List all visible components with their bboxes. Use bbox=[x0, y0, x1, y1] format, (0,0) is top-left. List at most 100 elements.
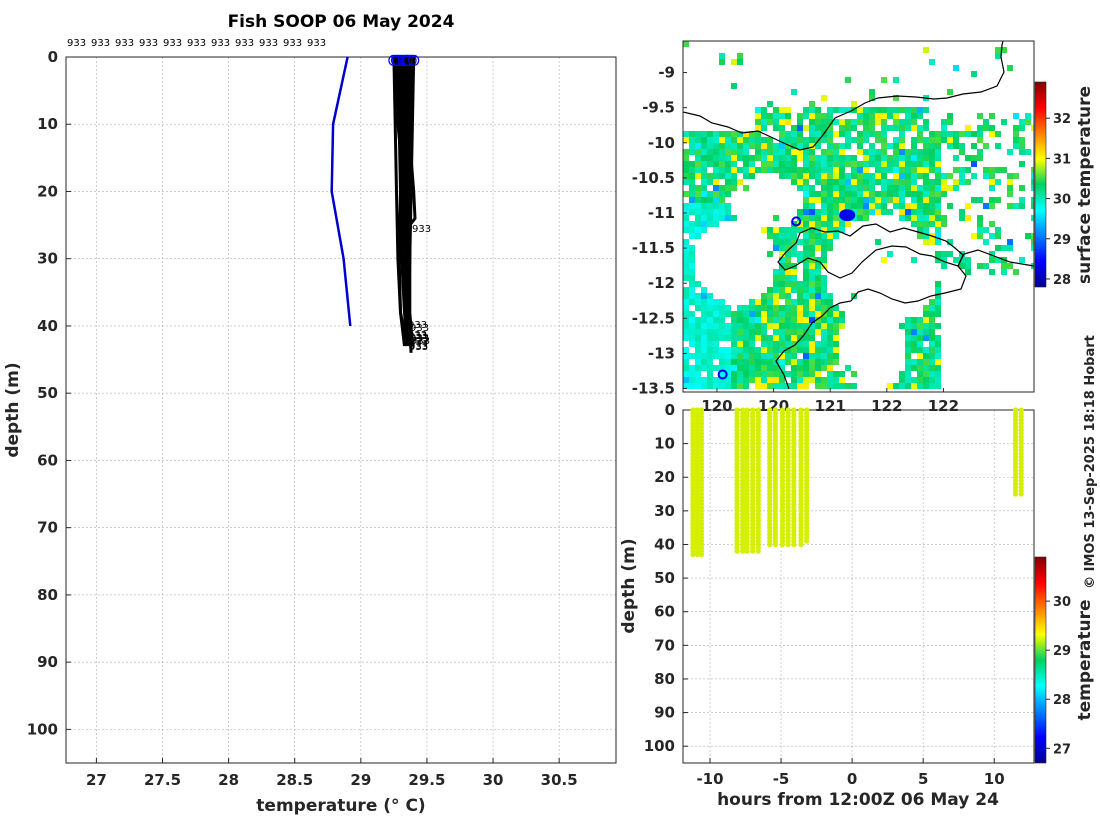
sst-cell bbox=[779, 161, 785, 167]
sst-cell bbox=[923, 173, 929, 179]
sst-cell bbox=[809, 125, 815, 131]
sst-cell bbox=[701, 197, 707, 203]
sst-cell bbox=[947, 131, 953, 137]
sst-cell bbox=[911, 257, 917, 263]
sst-cell bbox=[947, 113, 953, 119]
sst-cell bbox=[809, 107, 815, 113]
sst-cell bbox=[977, 197, 983, 203]
sst-cell bbox=[791, 305, 797, 311]
sst-cell bbox=[1001, 167, 1007, 173]
sst-cell bbox=[689, 209, 695, 215]
sst-cell bbox=[815, 317, 821, 323]
sst-cell bbox=[713, 305, 719, 311]
sst-cell bbox=[965, 179, 971, 185]
sst-cell bbox=[881, 137, 887, 143]
sst-cell bbox=[821, 137, 827, 143]
sst-cell bbox=[983, 227, 989, 233]
sst-cell bbox=[725, 143, 731, 149]
sst-cell bbox=[701, 227, 707, 233]
sst-cell bbox=[935, 239, 941, 245]
sst-cell bbox=[695, 131, 701, 137]
profile-y-tick-label: 50 bbox=[37, 384, 58, 402]
sst-cell bbox=[815, 287, 821, 293]
sst-cell bbox=[785, 275, 791, 281]
sst-cell bbox=[731, 353, 737, 359]
sst-cell bbox=[725, 347, 731, 353]
sst-cell bbox=[923, 305, 929, 311]
sst-cell bbox=[821, 179, 827, 185]
sst-cell bbox=[689, 281, 695, 287]
sst-cell bbox=[701, 155, 707, 161]
sst-cell bbox=[707, 179, 713, 185]
sst-cell bbox=[683, 191, 689, 197]
sst-cell bbox=[845, 173, 851, 179]
sst-cell bbox=[845, 179, 851, 185]
sst-cell bbox=[785, 269, 791, 275]
sst-cell bbox=[791, 275, 797, 281]
sst-cell bbox=[749, 131, 755, 137]
sst-cell bbox=[779, 107, 785, 113]
sst-cell bbox=[815, 383, 821, 389]
sst-cell bbox=[995, 197, 1001, 203]
sst-cell bbox=[929, 143, 935, 149]
sst-cell bbox=[851, 197, 857, 203]
sst-cell bbox=[725, 209, 731, 215]
sst-cell bbox=[797, 347, 803, 353]
sst-cell bbox=[785, 107, 791, 113]
sst-cell bbox=[713, 191, 719, 197]
sst-cell bbox=[713, 179, 719, 185]
sst-cell bbox=[791, 131, 797, 137]
sst-cell bbox=[911, 365, 917, 371]
sst-cell bbox=[893, 179, 899, 185]
sst-cell bbox=[935, 203, 941, 209]
sst-cell bbox=[833, 167, 839, 173]
sst-cell bbox=[749, 377, 755, 383]
sst-cell bbox=[881, 167, 887, 173]
sst-cell bbox=[821, 113, 827, 119]
sst-cell bbox=[809, 359, 815, 365]
sst-cell bbox=[1031, 239, 1034, 245]
sst-cell bbox=[707, 377, 713, 383]
sst-cell bbox=[833, 155, 839, 161]
map-y-tick-label: -13 bbox=[648, 344, 675, 362]
sst-cell bbox=[887, 179, 893, 185]
sst-cell bbox=[785, 227, 791, 233]
profile-x-tick-label: 29.5 bbox=[408, 771, 445, 789]
sst-cell bbox=[785, 329, 791, 335]
time-depth-y-tick-label: 40 bbox=[654, 535, 675, 553]
sst-cell bbox=[707, 143, 713, 149]
sst-cell bbox=[851, 191, 857, 197]
profile-end-label: 933 bbox=[409, 342, 428, 353]
temperature-colorbar-tick-label: 28 bbox=[1053, 693, 1071, 708]
sst-cell bbox=[839, 377, 845, 383]
sst-cell bbox=[683, 305, 689, 311]
sst-cell bbox=[821, 233, 827, 239]
sst-cell bbox=[893, 203, 899, 209]
sst-cell bbox=[917, 341, 923, 347]
cast-point bbox=[1012, 491, 1019, 497]
sst-cell bbox=[749, 155, 755, 161]
profile-top-label: 933 bbox=[211, 38, 230, 49]
sst-cell bbox=[773, 299, 779, 305]
sst-cell bbox=[683, 323, 689, 329]
sst-cell bbox=[749, 323, 755, 329]
sst-cell bbox=[839, 323, 845, 329]
sst-cell bbox=[809, 239, 815, 245]
sst-cell bbox=[689, 275, 695, 281]
sst-cell bbox=[809, 233, 815, 239]
sst-cell bbox=[917, 191, 923, 197]
sst-cell bbox=[695, 149, 701, 155]
sst-cell bbox=[761, 371, 767, 377]
sst-cell bbox=[707, 365, 713, 371]
sst-cell bbox=[743, 311, 749, 317]
sst-cell bbox=[809, 377, 815, 383]
sst-cell bbox=[797, 299, 803, 305]
map-y-tick-label: -13.5 bbox=[632, 379, 675, 397]
sst-cell bbox=[881, 179, 887, 185]
sst-cell bbox=[911, 209, 917, 215]
sst-cell bbox=[833, 227, 839, 233]
sst-cell bbox=[923, 311, 929, 317]
sst-cell bbox=[761, 149, 767, 155]
sst-cell bbox=[695, 383, 701, 389]
